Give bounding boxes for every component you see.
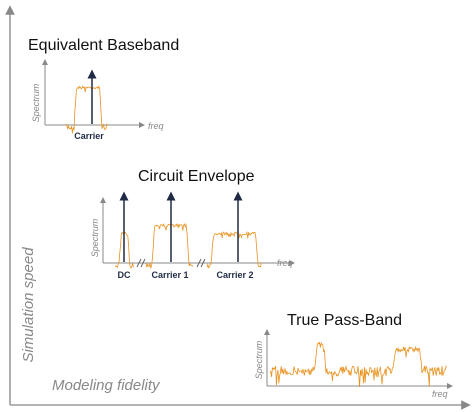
axis-label: Spectrum (254, 340, 264, 379)
spectrum (145, 223, 194, 270)
axis-break (136, 258, 206, 268)
y-axis-label: Simulation speed (20, 247, 37, 363)
panel-title: Equivalent Baseband (28, 37, 179, 54)
axis-label: freq (277, 258, 293, 268)
axis-label: Spectrum (90, 218, 100, 257)
panel-title: True Pass-Band (287, 312, 402, 329)
marker-label: Carrier 1 (151, 270, 188, 280)
panel-title: Circuit Envelope (138, 168, 255, 185)
marker-label: Carrier 2 (216, 270, 253, 280)
x-axis-label: Modeling fidelity (52, 377, 161, 394)
spectrum (206, 230, 262, 269)
spectrum (65, 85, 108, 134)
axis-label: Spectrum (31, 83, 41, 122)
spectrum (269, 341, 447, 388)
marker-label: DC (118, 270, 131, 280)
marker-label: Carrier (74, 131, 104, 141)
axis-label: freq (432, 389, 448, 399)
axis-label: freq (148, 121, 164, 131)
